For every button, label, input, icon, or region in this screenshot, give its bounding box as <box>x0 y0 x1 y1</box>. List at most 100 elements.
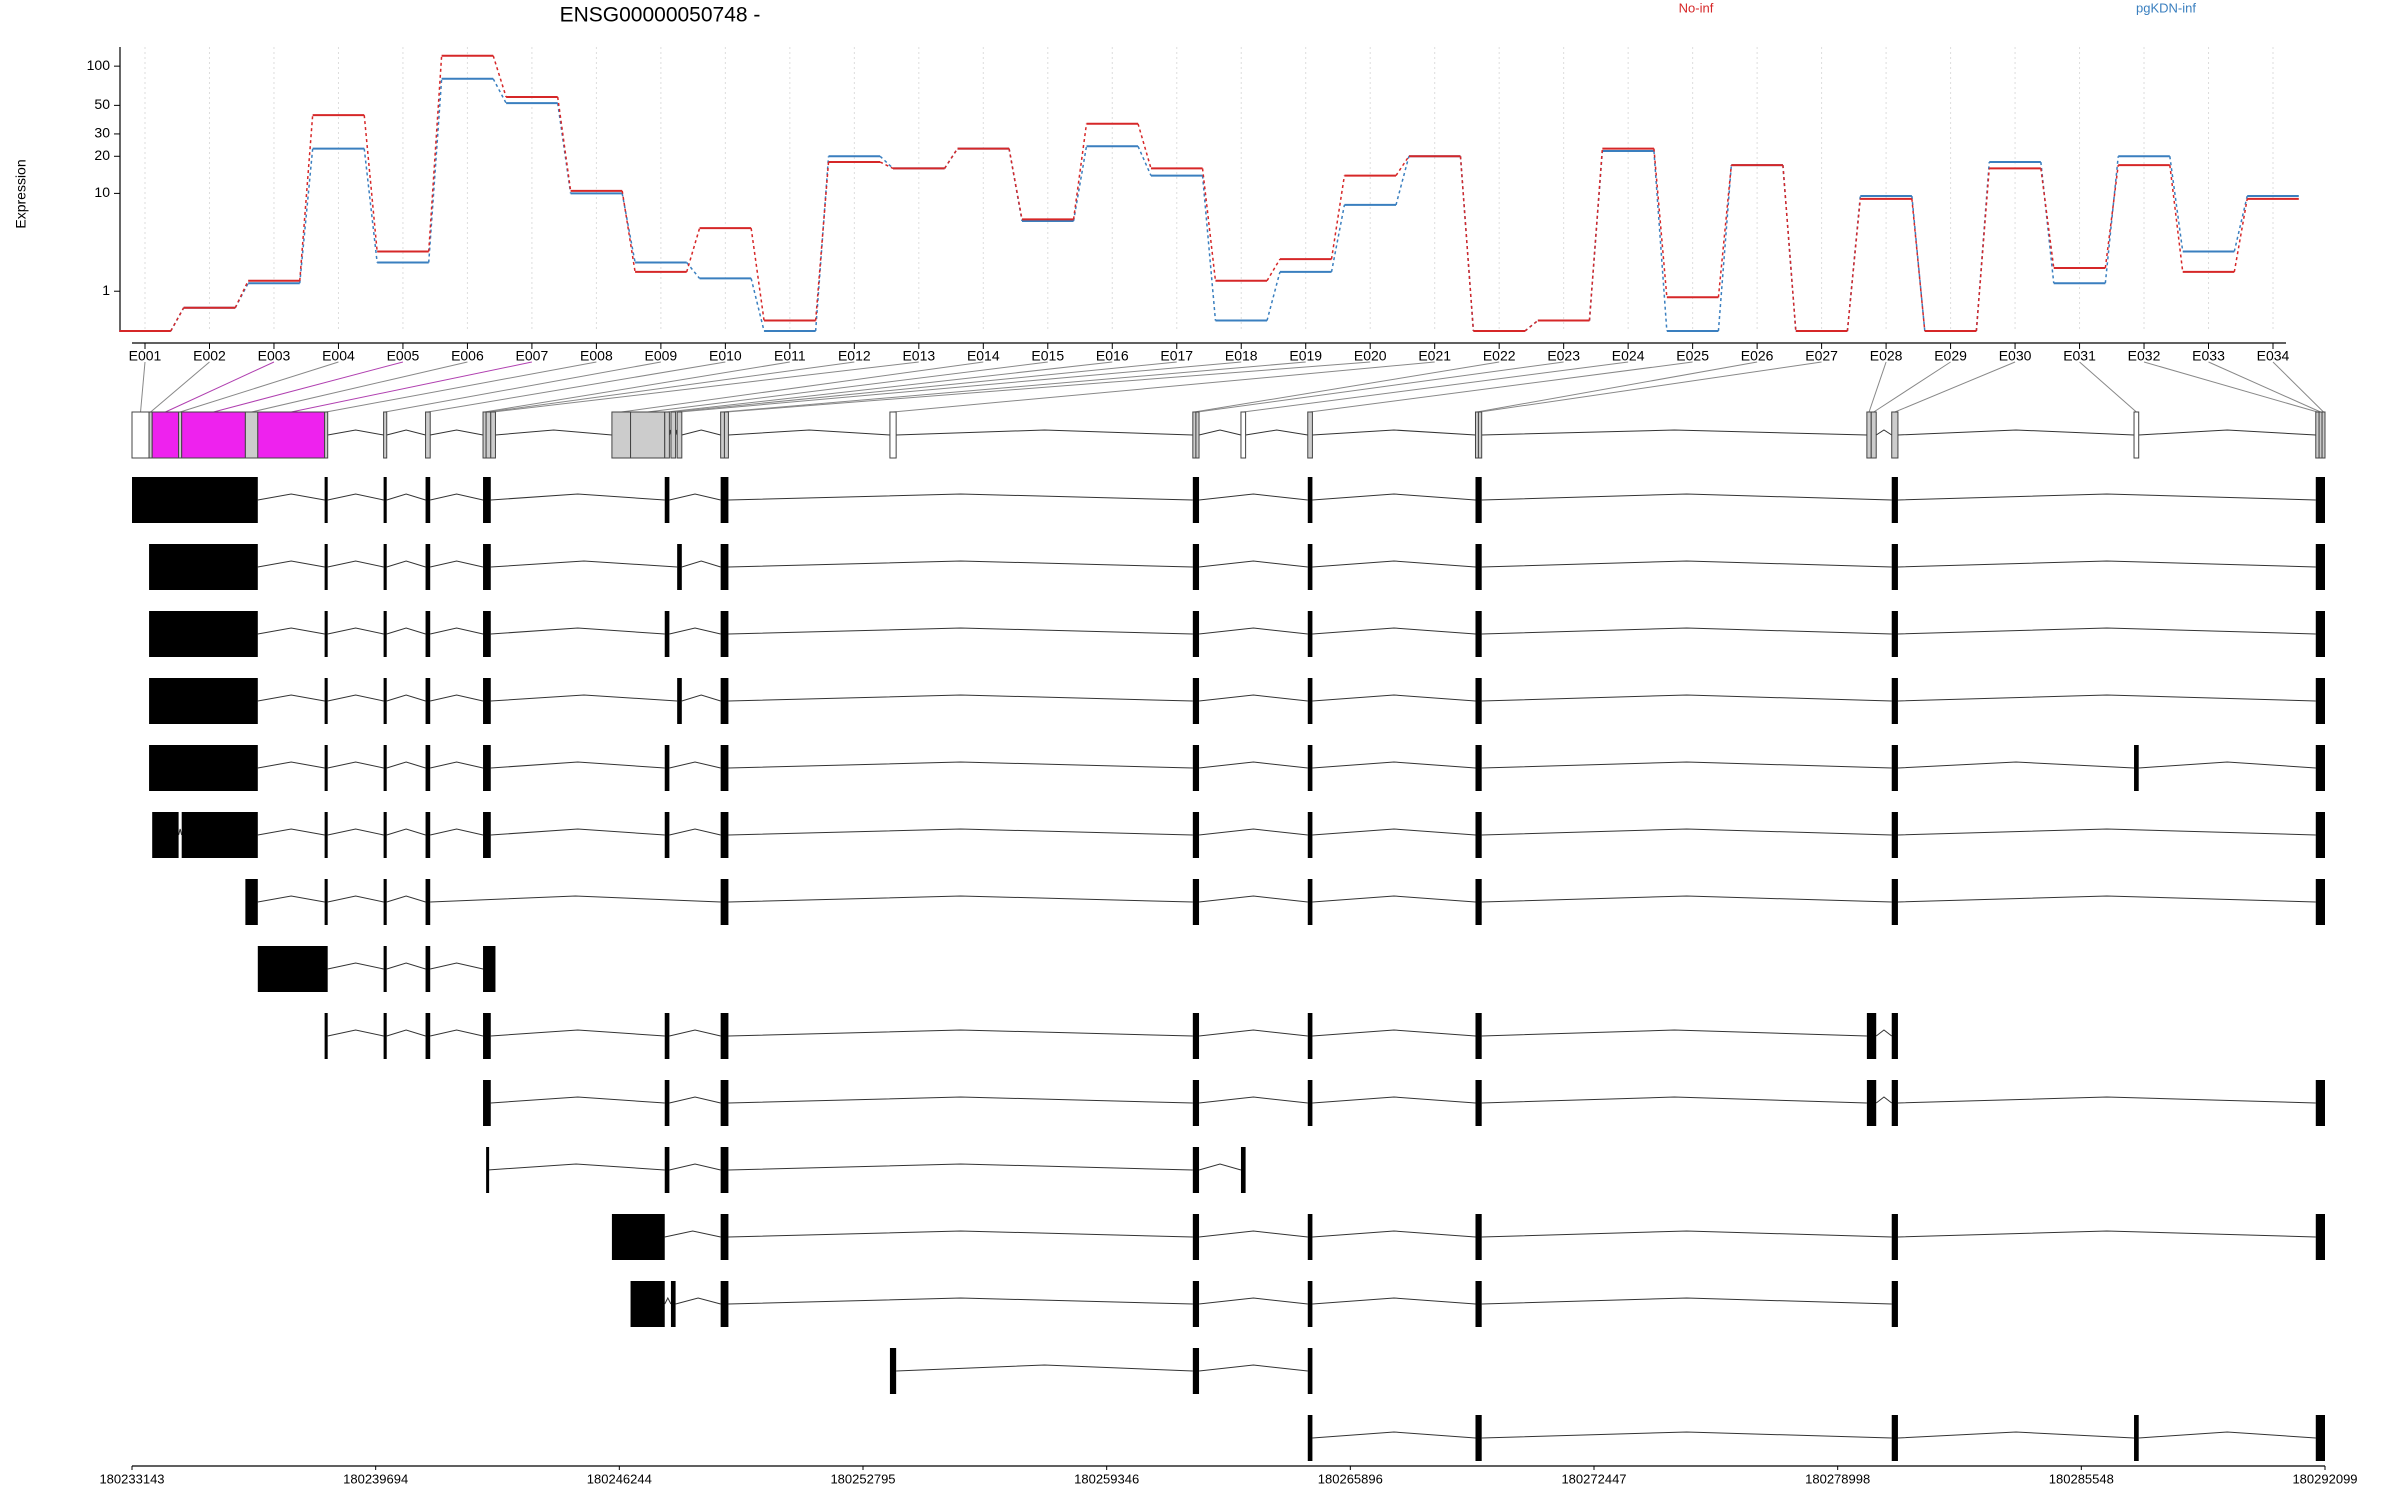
intron <box>1875 429 1892 436</box>
transcript-exon <box>664 477 670 523</box>
intron <box>1481 828 1892 836</box>
transcript-exon <box>324 1013 328 1059</box>
intron <box>1312 493 1476 501</box>
step-connector <box>1653 148 1668 298</box>
transcript-exon <box>383 745 387 791</box>
step-connector <box>1524 319 1539 332</box>
genome-tick-label: 180233143 <box>99 1471 164 1486</box>
intron <box>1312 895 1476 903</box>
exon-bin <box>611 411 632 459</box>
exon-bin <box>383 411 388 459</box>
transcript-exon <box>720 1080 729 1126</box>
exon-connector <box>722 361 1306 413</box>
transcript-exon <box>132 477 258 523</box>
intron <box>495 429 612 436</box>
transcript-exon <box>1192 477 1200 523</box>
step-connector <box>879 161 894 170</box>
intron <box>728 1230 1193 1238</box>
exon-bin <box>324 411 329 459</box>
intron <box>728 1163 1193 1171</box>
step-connector <box>234 280 249 309</box>
transcript-exon <box>425 611 431 657</box>
x-tick-label: E016 <box>1096 348 1129 364</box>
intron <box>1481 1297 1892 1305</box>
transcript-exon <box>720 1147 729 1193</box>
x-tick-label: E024 <box>1612 348 1645 364</box>
transcript-exon <box>2315 477 2325 523</box>
transcript-exon <box>1475 1214 1482 1260</box>
transcript-exon <box>324 812 328 858</box>
intron <box>728 1096 1193 1104</box>
intron <box>1312 560 1476 568</box>
intron <box>1897 895 2316 903</box>
transcript-exon <box>1475 745 1482 791</box>
exon-bin <box>151 411 180 459</box>
exon-bin <box>1870 411 1877 459</box>
intron <box>1897 1230 2316 1238</box>
intron <box>178 828 183 836</box>
step-connector <box>1717 165 1733 298</box>
intron <box>669 627 721 635</box>
x-tick-label: E027 <box>1805 348 1838 364</box>
step-connector <box>1266 258 1281 282</box>
intron <box>728 694 1193 702</box>
x-tick-label: E017 <box>1160 348 1193 364</box>
transcript-exon <box>720 611 729 657</box>
transcript-exon <box>1307 544 1313 590</box>
intron <box>386 828 426 836</box>
intron <box>1897 627 2316 635</box>
transcript-exon <box>1192 611 1200 657</box>
intron <box>1897 560 2316 568</box>
transcript-exon <box>664 745 670 791</box>
intron <box>430 493 484 501</box>
intron <box>430 761 484 769</box>
transcript-exon <box>1891 678 1898 724</box>
intron <box>1481 627 1892 635</box>
transcript-exon <box>383 879 387 925</box>
transcript-exon <box>1475 1013 1482 1059</box>
intron <box>669 761 721 769</box>
intron <box>1312 1230 1476 1238</box>
exon-connector <box>647 361 1048 413</box>
intron <box>681 560 721 568</box>
y-tick-label: 50 <box>94 96 110 112</box>
exon-connector <box>1476 361 1758 413</box>
step-connector <box>556 103 572 194</box>
intron <box>327 560 384 568</box>
transcript-exon <box>1891 544 1898 590</box>
transcript-exon <box>383 611 387 657</box>
x-tick-label: E007 <box>516 348 549 364</box>
intron <box>1312 1029 1476 1037</box>
x-tick-label: E026 <box>1741 348 1774 364</box>
intron <box>1481 1230 1892 1238</box>
step-connector <box>492 55 507 98</box>
step-connector <box>1782 165 1797 332</box>
intron <box>327 895 384 903</box>
intron <box>1198 560 1308 568</box>
intron <box>430 694 484 702</box>
y-tick-label: 10 <box>94 184 110 200</box>
intron <box>669 493 721 501</box>
intron <box>1481 1096 1867 1104</box>
intron <box>1198 895 1308 903</box>
intron <box>1897 493 2316 501</box>
transcript-exon <box>1891 1415 1898 1461</box>
intron <box>386 493 426 501</box>
transcript-exon <box>149 745 258 791</box>
exon-bin <box>181 411 246 459</box>
exon-connector <box>621 361 984 413</box>
intron <box>728 1297 1193 1305</box>
step-connector <box>1975 168 1991 332</box>
transcript-exon <box>664 611 670 657</box>
transcript-exon <box>1307 1348 1313 1394</box>
intron <box>1312 627 1476 635</box>
intron <box>430 828 484 836</box>
transcript-exon <box>1866 1080 1877 1126</box>
intron <box>1198 1163 1242 1171</box>
transcript-exon <box>2315 544 2325 590</box>
step-connector <box>1072 146 1088 222</box>
transcript-exon <box>889 1348 897 1394</box>
exon-connector <box>1873 361 1951 413</box>
intron <box>386 627 426 635</box>
exon-bin <box>664 411 670 459</box>
